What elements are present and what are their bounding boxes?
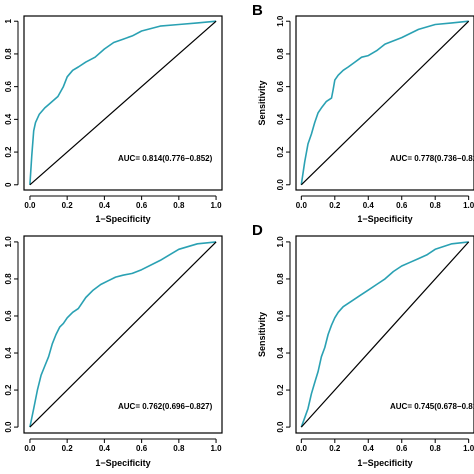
x-tick-label: 1.0 <box>210 444 222 453</box>
panel-letter: B <box>252 2 263 19</box>
roc-curve-line <box>300 241 469 428</box>
x-tick-label: 0.0 <box>24 201 36 210</box>
y-tick-label: 0.8 <box>276 48 285 60</box>
y-tick-label: 0.0 <box>276 179 285 191</box>
x-tick-label: 0.6 <box>396 444 408 453</box>
x-tick-label: 1.0 <box>463 444 474 453</box>
y-tick-label: 0.2 <box>276 146 285 158</box>
x-tick-label: 0.4 <box>363 201 375 210</box>
y-tick-label: 0.2 <box>4 146 13 158</box>
roc-curve-line <box>29 20 217 185</box>
x-tick-label: 0.8 <box>430 201 442 210</box>
x-tick-label: 0.4 <box>99 201 111 210</box>
y-tick-label: 0.4 <box>276 347 285 359</box>
x-tick-label: 0.4 <box>99 444 111 453</box>
x-tick-label: 0.8 <box>173 201 185 210</box>
x-tick-label: 0.6 <box>396 201 408 210</box>
roc-panel-3: 0.0 0.2 0.4 0.6 0.8 1.0 0.0 0.2 0.4 0.6 0.8 1.0 1−Sp… <box>4 235 223 468</box>
plot-frame <box>23 15 223 191</box>
y-tick-label: 0.2 <box>276 384 285 396</box>
auc-annotation: AUC= 0.778(0.736−0.82 <box>390 154 474 163</box>
x-tick-label: 0.4 <box>363 444 375 453</box>
y-tick-label: 0.4 <box>4 347 13 359</box>
x-tick-label: 0.0 <box>296 201 308 210</box>
x-tick-label: 1.0 <box>463 201 474 210</box>
x-tick-label: 0.0 <box>24 444 36 453</box>
x-tick-label: 0.2 <box>62 201 74 210</box>
x-tick-label: 1.0 <box>210 201 222 210</box>
x-tick-label: 0.2 <box>329 444 341 453</box>
auc-annotation: AUC= 0.762(0.696−0.827) <box>118 402 213 411</box>
x-tick-label: 0.6 <box>136 444 148 453</box>
x-axis-label: 1−Specificity <box>357 214 412 224</box>
roc-curve-line <box>29 241 217 428</box>
y-tick-label: 0.4 <box>4 113 13 125</box>
x-axis-label: 1−Specificity <box>95 214 150 224</box>
reference-diagonal-line <box>300 241 470 428</box>
y-tick-label: 0.6 <box>276 310 285 322</box>
plot-frame <box>295 15 474 191</box>
y-tick-label: 0.0 <box>276 421 285 433</box>
x-axis-label: 1−Specificity <box>357 458 412 468</box>
reference-diagonal-line <box>29 241 217 428</box>
y-tick-label: 0 <box>4 182 13 187</box>
plot-frame <box>23 235 223 434</box>
auc-annotation: AUC= 0.814(0.776−0.852) <box>118 154 213 163</box>
x-tick-label: 0.8 <box>173 444 185 453</box>
panel-letter: D <box>252 222 263 239</box>
x-tick-label: 0.8 <box>430 444 442 453</box>
auc-annotation: AUC= 0.745(0.678−0.81 <box>390 402 474 411</box>
x-tick-label: 0.2 <box>62 444 74 453</box>
y-tick-label: 1 <box>4 18 13 23</box>
y-tick-label: 0.8 <box>4 273 13 285</box>
y-tick-label: 1.0 <box>276 236 285 248</box>
y-axis-label: Sensitivity <box>257 80 267 125</box>
reference-diagonal-line <box>29 20 217 186</box>
roc-panel-4: 0.0 0.2 0.4 0.6 0.8 1.0 0.0 0.2 0.4 0.6 0.8 1.0 Sens… <box>252 222 474 468</box>
reference-diagonal-line <box>300 20 470 186</box>
y-tick-label: 0.8 <box>276 273 285 285</box>
x-tick-label: 0.2 <box>329 201 341 210</box>
y-tick-label: 1.0 <box>4 236 13 248</box>
y-tick-label: 0.2 <box>4 384 13 396</box>
y-tick-label: 0.4 <box>276 113 285 125</box>
y-tick-label: 0.8 <box>4 48 13 60</box>
y-tick-label: 0.6 <box>4 81 13 93</box>
y-tick-label: 0.6 <box>276 81 285 93</box>
y-tick-label: 0.0 <box>4 421 13 433</box>
y-tick-label: 1.0 <box>276 15 285 27</box>
roc-panel-1: 0.0 0.2 0.4 0.6 0.8 1.0 0 0.2 0.4 0.6 0.8 1 1−Specif… <box>4 15 223 224</box>
x-tick-label: 0.0 <box>296 444 308 453</box>
y-tick-label: 0.6 <box>4 310 13 322</box>
y-axis-label: Sensitivity <box>257 312 267 357</box>
roc-curve-line <box>300 20 469 185</box>
x-tick-label: 0.6 <box>136 201 148 210</box>
roc-panel-2: 0.0 0.2 0.4 0.6 0.8 1.0 0.0 0.2 0.4 0.6 0.8 1.0 Sens… <box>252 2 474 224</box>
x-axis-label: 1−Specificity <box>95 458 150 468</box>
plot-frame <box>295 235 474 434</box>
